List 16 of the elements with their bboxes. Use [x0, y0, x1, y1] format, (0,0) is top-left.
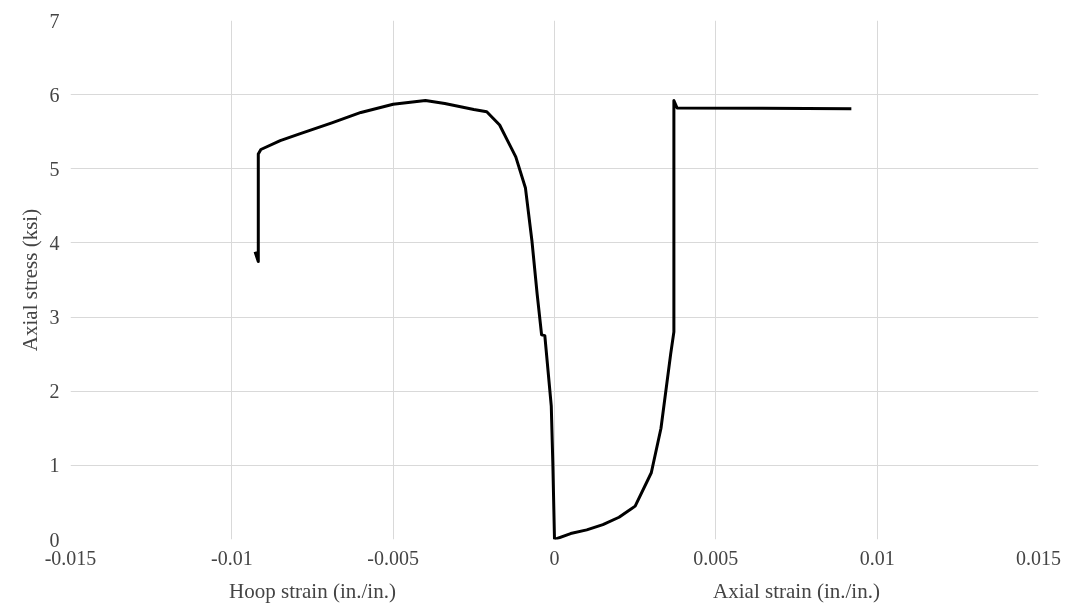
- y-tick-label: 3: [49, 306, 60, 329]
- text: Hoop strain (in./in.): [229, 578, 396, 603]
- y-tick-label: 7: [49, 9, 60, 32]
- x-tick-label: 0.005: [693, 546, 739, 569]
- x-tick-label: -0.01: [211, 546, 253, 569]
- y-tick-label: 2: [49, 380, 60, 403]
- y-tick-label: 5: [49, 157, 60, 180]
- x-tick-label: 0.015: [1016, 546, 1061, 569]
- x-tick-label: -0.005: [367, 546, 420, 569]
- x-tick-label: 0: [549, 546, 560, 569]
- y-tick-label: 1: [49, 454, 60, 477]
- x-tick-label: 0.01: [859, 546, 895, 569]
- text: Axial strain (in./in.): [713, 578, 880, 603]
- y-tick-label: 4: [49, 231, 60, 254]
- y-axis-title: Axial stress (ksi): [17, 208, 42, 352]
- y-tick-label: 6: [49, 83, 60, 106]
